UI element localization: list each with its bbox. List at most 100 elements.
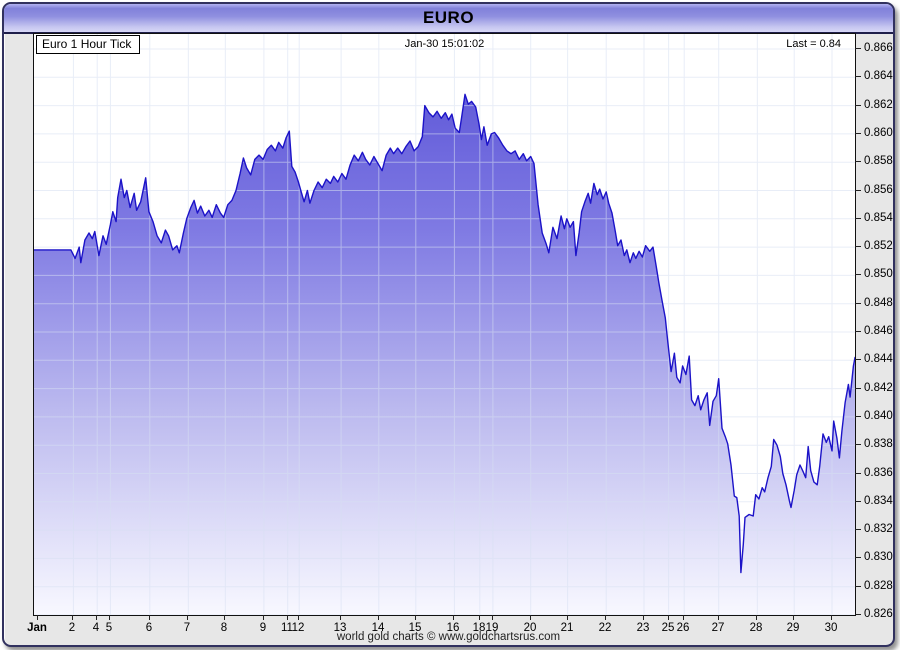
x-axis-label: 28	[749, 622, 763, 634]
x-axis-tick	[492, 615, 493, 620]
x-axis-label: 16	[446, 622, 460, 634]
y-axis-label: 0.852	[864, 240, 893, 252]
x-axis: Jan 2 4 5 6 7 8 9 11 12 13 14 15 16 18 19 20 21 22 23 25 26 27…	[27, 614, 854, 644]
x-axis-tick	[263, 615, 264, 620]
y-axis-label: 0.854	[864, 212, 893, 224]
x-axis-label: 11	[281, 622, 293, 634]
y-axis-tick	[855, 161, 861, 162]
x-axis-tick	[224, 615, 225, 620]
y-axis-tick	[855, 444, 861, 445]
x-axis-label: 9	[259, 622, 267, 634]
y-axis-tick	[855, 218, 861, 219]
y-axis-label: 0.856	[864, 184, 893, 196]
x-axis-tick	[72, 615, 73, 620]
y-axis-label: 0.842	[864, 382, 893, 394]
y-axis-tick	[855, 614, 861, 615]
x-axis-tick	[718, 615, 719, 620]
y-axis-tick	[855, 473, 861, 474]
y-axis-label: 0.832	[864, 523, 893, 535]
x-axis-label: 20	[523, 622, 537, 634]
x-axis-tick	[756, 615, 757, 620]
x-axis-label: 6	[145, 622, 153, 634]
x-axis-tick	[298, 615, 299, 620]
y-axis-tick	[855, 190, 861, 191]
x-axis-tick	[187, 615, 188, 620]
y-axis-label: 0.834	[864, 495, 893, 507]
y-axis-tick	[855, 557, 861, 558]
y-axis-tick	[855, 331, 861, 332]
x-axis-tick	[109, 615, 110, 620]
x-axis-tick	[643, 615, 644, 620]
x-axis-tick	[415, 615, 416, 620]
y-axis-tick	[855, 529, 861, 530]
x-axis-label: 7	[183, 622, 191, 634]
price-area-fill	[34, 94, 855, 615]
x-axis-tick	[567, 615, 568, 620]
x-axis-tick	[149, 615, 150, 620]
y-axis-label: 0.838	[864, 438, 893, 450]
y-axis-tick	[855, 586, 861, 587]
y-axis-label: 0.850	[864, 268, 893, 280]
plot-area[interactable]	[33, 33, 856, 616]
y-axis-tick	[855, 133, 861, 134]
x-axis-label: 14	[371, 622, 385, 634]
x-axis-label: 25	[661, 622, 675, 634]
x-axis-label: 29	[786, 622, 800, 634]
x-axis-tick	[96, 615, 97, 620]
y-axis-tick	[855, 359, 861, 360]
x-axis-tick	[340, 615, 341, 620]
y-axis-tick	[855, 246, 861, 247]
x-axis-label: 2	[68, 622, 76, 634]
x-axis-tick	[668, 615, 669, 620]
y-axis-tick	[855, 416, 861, 417]
x-axis-tick	[479, 615, 480, 620]
x-axis-tick	[37, 615, 38, 620]
y-axis-tick	[855, 303, 861, 304]
x-axis-label: 13	[333, 622, 347, 634]
x-axis-label: 19	[485, 622, 499, 634]
x-axis-label: 23	[636, 622, 650, 634]
y-axis-label: 0.858	[864, 155, 893, 167]
y-axis-label: 0.840	[864, 410, 893, 422]
y-axis-label: 0.864	[864, 70, 893, 82]
x-axis-tick	[530, 615, 531, 620]
x-axis-label: 5	[105, 622, 113, 634]
price-area-chart[interactable]	[34, 34, 855, 615]
x-axis-label: 27	[711, 622, 725, 634]
x-axis-tick	[831, 615, 832, 620]
y-axis-label: 0.844	[864, 353, 893, 365]
x-axis-label: 4	[92, 622, 100, 634]
y-axis-tick	[855, 105, 861, 106]
x-axis-label: Jan	[27, 622, 47, 634]
y-axis-tick	[855, 501, 861, 502]
x-axis-tick	[793, 615, 794, 620]
credit-footer: world gold charts © www.goldchartsrus.co…	[336, 631, 561, 643]
x-axis-label: 26	[676, 622, 690, 634]
y-axis-label: 0.866	[864, 42, 893, 54]
y-axis-label: 0.846	[864, 325, 893, 337]
x-axis-tick	[683, 615, 684, 620]
window-title: EURO	[422, 8, 475, 27]
y-axis-tick	[855, 388, 861, 389]
y-axis-label: 0.826	[864, 608, 893, 620]
y-axis-label: 0.830	[864, 551, 893, 563]
y-axis-tick	[855, 274, 861, 275]
x-axis-label: 22	[598, 622, 612, 634]
y-axis-label: 0.828	[864, 580, 893, 592]
x-axis-tick	[287, 615, 288, 620]
x-axis-tick	[453, 615, 454, 620]
y-axis-label: 0.848	[864, 297, 893, 309]
x-axis-tick	[378, 615, 379, 620]
gridlines	[34, 34, 855, 615]
x-axis-tick	[605, 615, 606, 620]
y-axis-label: 0.862	[864, 99, 893, 111]
y-axis-tick	[855, 48, 861, 49]
x-axis-label: 21	[560, 622, 574, 634]
y-axis-label: 0.860	[864, 127, 893, 139]
x-axis-label: 8	[220, 622, 228, 634]
y-axis-label: 0.836	[864, 467, 893, 479]
x-axis-label: 18	[472, 622, 486, 634]
x-axis-label: 12	[291, 622, 305, 634]
